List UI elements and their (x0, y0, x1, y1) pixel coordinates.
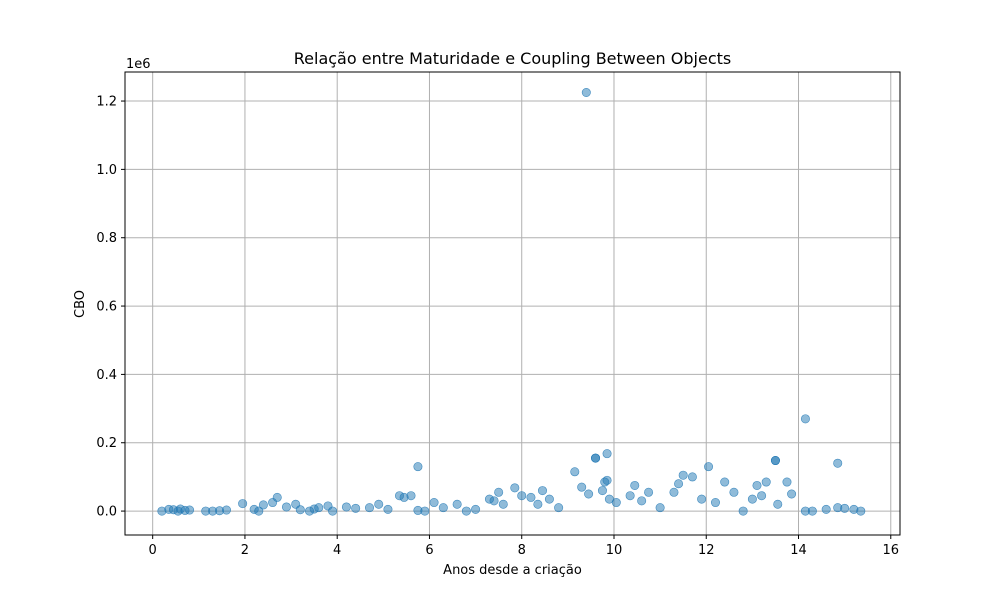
y-tick-label: 0.8 (96, 231, 117, 246)
chart-title: Relação entre Maturidade e Coupling Betw… (294, 49, 731, 68)
scatter-point (644, 487, 654, 497)
scatter-point (669, 487, 679, 497)
x-tick-label: 8 (518, 543, 526, 558)
scatter-point (800, 414, 810, 424)
scatter-point (602, 449, 612, 459)
x-tick-label: 10 (606, 543, 623, 558)
scatter-point (687, 472, 697, 482)
plot-frame (124, 71, 901, 536)
scatter-point (833, 458, 843, 468)
scatter-point (328, 506, 338, 516)
scatter-point (554, 503, 564, 513)
scatter-point (413, 462, 423, 472)
scatter-point (374, 499, 384, 509)
scatter-point (461, 506, 471, 516)
scatter-point (295, 505, 305, 515)
scatter-point (258, 500, 268, 510)
scatter-point (570, 467, 580, 477)
scatter-point (757, 491, 767, 501)
scatter-point (770, 456, 780, 466)
scatter-point (544, 494, 554, 504)
scatter-point (720, 477, 730, 487)
scatter-point (697, 494, 707, 504)
scatter-point (383, 504, 393, 514)
scatter-point (577, 482, 587, 492)
scatter-point (602, 475, 612, 485)
scatter-point (787, 489, 797, 499)
scatter-point (581, 88, 591, 98)
scatter-point (351, 503, 361, 513)
scatter-point (747, 494, 757, 504)
scatter-point (591, 453, 601, 463)
grid-lines (125, 72, 900, 535)
scatter-point (281, 502, 291, 512)
y-tick-label: 0.0 (96, 505, 117, 520)
x-tick-label: 16 (883, 543, 900, 558)
scatter-point (678, 470, 688, 480)
x-axis-label: Anos desde a criação (443, 563, 582, 578)
scatter-point (526, 492, 536, 502)
scatter-point (782, 477, 792, 487)
scatter-point (752, 480, 762, 490)
scatter-point (314, 503, 324, 513)
scatter-point (710, 498, 720, 508)
y-tick-label: 0.6 (96, 300, 117, 315)
scatter-point (625, 491, 635, 501)
y-axis-label: CBO (73, 290, 88, 318)
x-tick-label: 6 (425, 543, 433, 558)
scatter-point (498, 499, 508, 509)
x-axis-ticks: 0 2 4 6 8 10 12 14 16 (149, 535, 900, 558)
y-tick-label: 1.0 (96, 163, 117, 178)
scatter-point (517, 491, 527, 501)
x-tick-label: 0 (149, 543, 157, 558)
scatter-point (584, 489, 594, 499)
scatter-point (674, 479, 684, 489)
scatter-point (510, 483, 520, 493)
scatter-point (185, 505, 195, 515)
y-axis-ticks: 0.0 0.2 0.4 0.6 0.8 1.0 1.2 (96, 95, 125, 520)
scatter-point (856, 506, 866, 516)
scatter-point (452, 499, 462, 509)
y-offset-label: 1e6 (126, 57, 151, 72)
y-tick-label: 0.2 (96, 436, 117, 451)
y-tick-label: 1.2 (96, 95, 117, 110)
x-tick-label: 4 (333, 543, 341, 558)
scatter-point (773, 499, 783, 509)
scatter-point (494, 487, 504, 497)
scatter-point (420, 506, 430, 516)
scatter-point (341, 502, 351, 512)
scatter-point (364, 503, 374, 513)
x-tick-label: 12 (698, 543, 715, 558)
scatter-point (840, 503, 850, 513)
scatter-point (221, 505, 231, 515)
scatter-point (821, 504, 831, 514)
scatter-point (537, 486, 547, 496)
scatter-point (655, 503, 665, 513)
scatter-point (637, 496, 647, 506)
scatter-point (597, 486, 607, 496)
scatter-point (533, 499, 543, 509)
scatter-point (489, 496, 499, 506)
scatter-point (254, 506, 264, 516)
scatter-point (429, 498, 439, 508)
scatter-point (807, 506, 817, 516)
x-tick-label: 2 (241, 543, 249, 558)
scatter-point (406, 491, 416, 501)
y-tick-label: 0.4 (96, 368, 117, 383)
scatter-point (438, 503, 448, 513)
scatter-point (704, 462, 714, 472)
x-tick-label: 14 (790, 543, 807, 558)
scatter-point (729, 487, 739, 497)
scatter-points (157, 88, 866, 516)
scatter-point (272, 492, 282, 502)
scatter-point (738, 506, 748, 516)
scatter-point (471, 504, 481, 514)
scatter-point (630, 480, 640, 490)
scatter-point (611, 498, 621, 508)
scatter-point (761, 477, 771, 487)
scatter-point (238, 499, 248, 509)
